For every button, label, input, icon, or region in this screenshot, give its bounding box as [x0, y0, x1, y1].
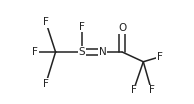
Text: N: N	[99, 47, 107, 57]
Text: F: F	[32, 47, 38, 57]
Text: F: F	[79, 22, 85, 32]
Text: O: O	[118, 23, 126, 33]
Text: F: F	[43, 17, 49, 27]
Text: F: F	[157, 52, 163, 62]
Text: F: F	[131, 85, 137, 95]
Text: F: F	[43, 79, 49, 89]
Text: S: S	[78, 47, 85, 57]
Text: F: F	[148, 85, 154, 95]
